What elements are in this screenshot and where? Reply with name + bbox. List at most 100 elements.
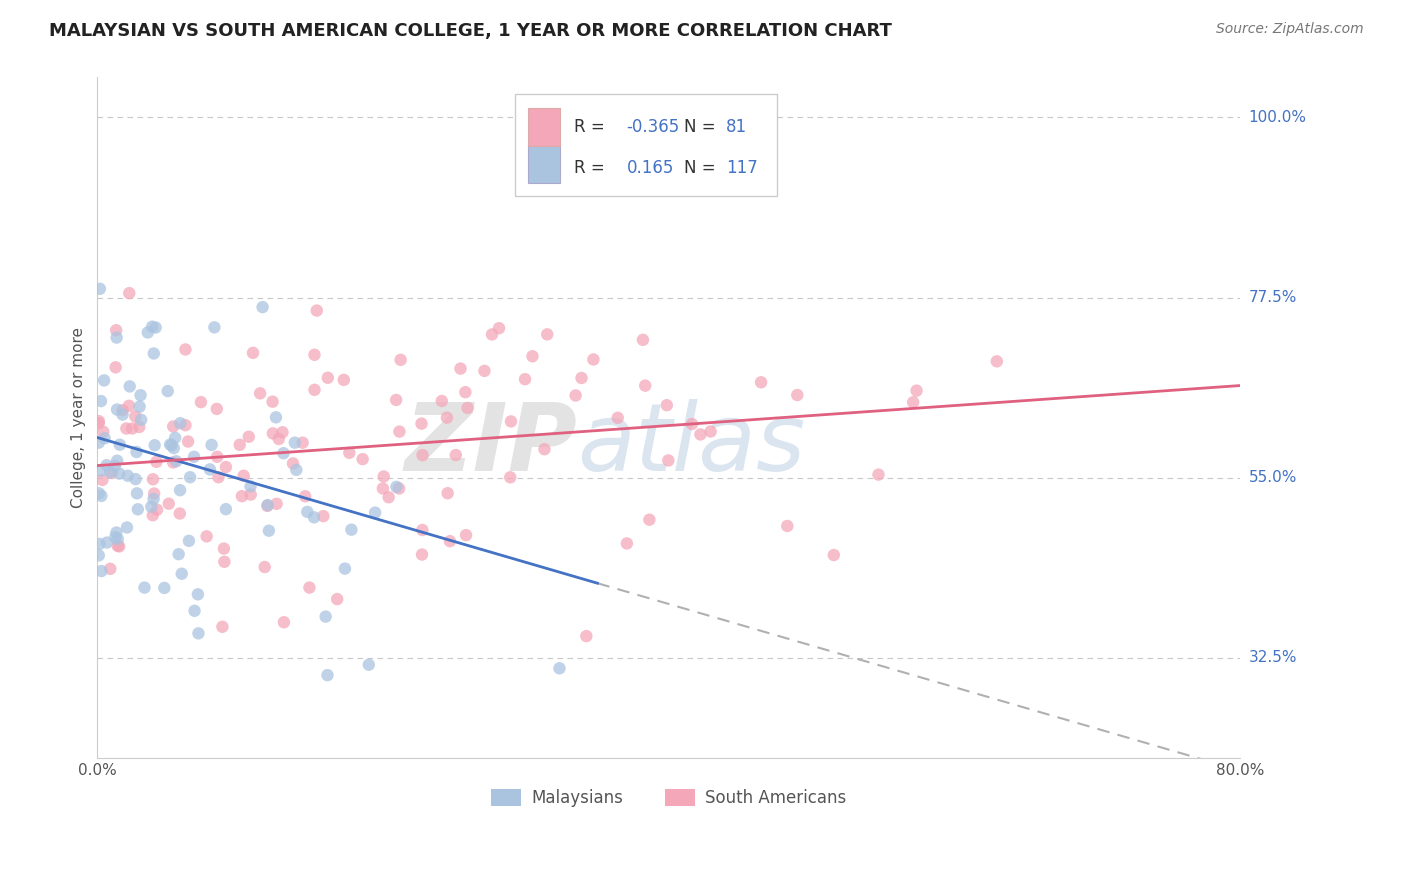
Point [582, 352, 605, 367]
Point [986, 354, 1008, 368]
Point [388, 425, 411, 439]
Point [146, 502, 169, 516]
Point [238, 430, 260, 444]
Point [634, 378, 657, 392]
Point [868, 467, 890, 482]
Point [271, 425, 294, 440]
Point [145, 320, 167, 334]
Point [205, 401, 228, 416]
Point [312, 509, 335, 524]
Point [481, 327, 503, 342]
Point [141, 500, 163, 514]
Point [134, 581, 156, 595]
Point [160, 438, 183, 452]
Point [294, 489, 316, 503]
Point [215, 502, 238, 516]
Point [262, 426, 284, 441]
Point [411, 548, 433, 562]
Point [98, 465, 121, 479]
Point [98, 562, 121, 576]
Point [136, 326, 159, 340]
Point [128, 400, 150, 414]
Point [575, 629, 598, 643]
Point [239, 479, 262, 493]
Text: 55.0%: 55.0% [1249, 470, 1296, 485]
Point [249, 386, 271, 401]
Point [298, 581, 321, 595]
Point [118, 399, 141, 413]
Point [252, 300, 274, 314]
Point [105, 323, 128, 337]
Point [215, 460, 238, 475]
Point [333, 373, 356, 387]
Point [105, 330, 128, 344]
Point [454, 385, 477, 400]
Point [606, 410, 628, 425]
Point [179, 470, 201, 484]
Point [513, 372, 536, 386]
Point [104, 458, 127, 473]
Point [439, 534, 461, 549]
Point [616, 536, 638, 550]
Point [89, 464, 111, 478]
Point [87, 414, 110, 428]
Point [163, 441, 186, 455]
FancyBboxPatch shape [515, 95, 778, 196]
Point [165, 431, 187, 445]
Point [96, 535, 118, 549]
Point [571, 371, 593, 385]
Point [125, 445, 148, 459]
Point [105, 525, 128, 540]
Point [108, 467, 131, 481]
Point [281, 457, 304, 471]
FancyBboxPatch shape [529, 145, 560, 183]
Point [121, 421, 143, 435]
Point [115, 520, 138, 534]
Point [156, 384, 179, 398]
Point [657, 453, 679, 467]
Point [104, 530, 127, 544]
Point [129, 413, 152, 427]
Point [901, 395, 924, 409]
Point [177, 533, 200, 548]
Point [776, 519, 799, 533]
Text: 81: 81 [725, 118, 747, 136]
Text: -0.365: -0.365 [627, 118, 679, 136]
Point [302, 510, 325, 524]
Point [117, 468, 139, 483]
Point [142, 346, 165, 360]
Point [190, 395, 212, 409]
Point [157, 497, 180, 511]
Point [93, 373, 115, 387]
Text: N =: N = [683, 159, 720, 177]
Point [124, 472, 146, 486]
Point [454, 528, 477, 542]
Point [364, 506, 387, 520]
Point [388, 482, 411, 496]
Point [187, 587, 209, 601]
Point [174, 418, 197, 433]
Point [256, 499, 278, 513]
Point [141, 319, 163, 334]
Point [105, 454, 128, 468]
Point [187, 626, 209, 640]
Point [143, 438, 166, 452]
Point [548, 661, 571, 675]
FancyBboxPatch shape [529, 109, 560, 145]
Point [340, 523, 363, 537]
Point [371, 482, 394, 496]
Point [129, 388, 152, 402]
Point [108, 540, 131, 554]
Point [450, 361, 472, 376]
Point [291, 435, 314, 450]
Text: R =: R = [574, 159, 610, 177]
Point [305, 303, 328, 318]
Point [115, 421, 138, 435]
Point [162, 419, 184, 434]
Point [200, 438, 222, 452]
Point [638, 513, 661, 527]
Point [142, 472, 165, 486]
Point [128, 420, 150, 434]
Point [385, 392, 408, 407]
Point [337, 446, 360, 460]
